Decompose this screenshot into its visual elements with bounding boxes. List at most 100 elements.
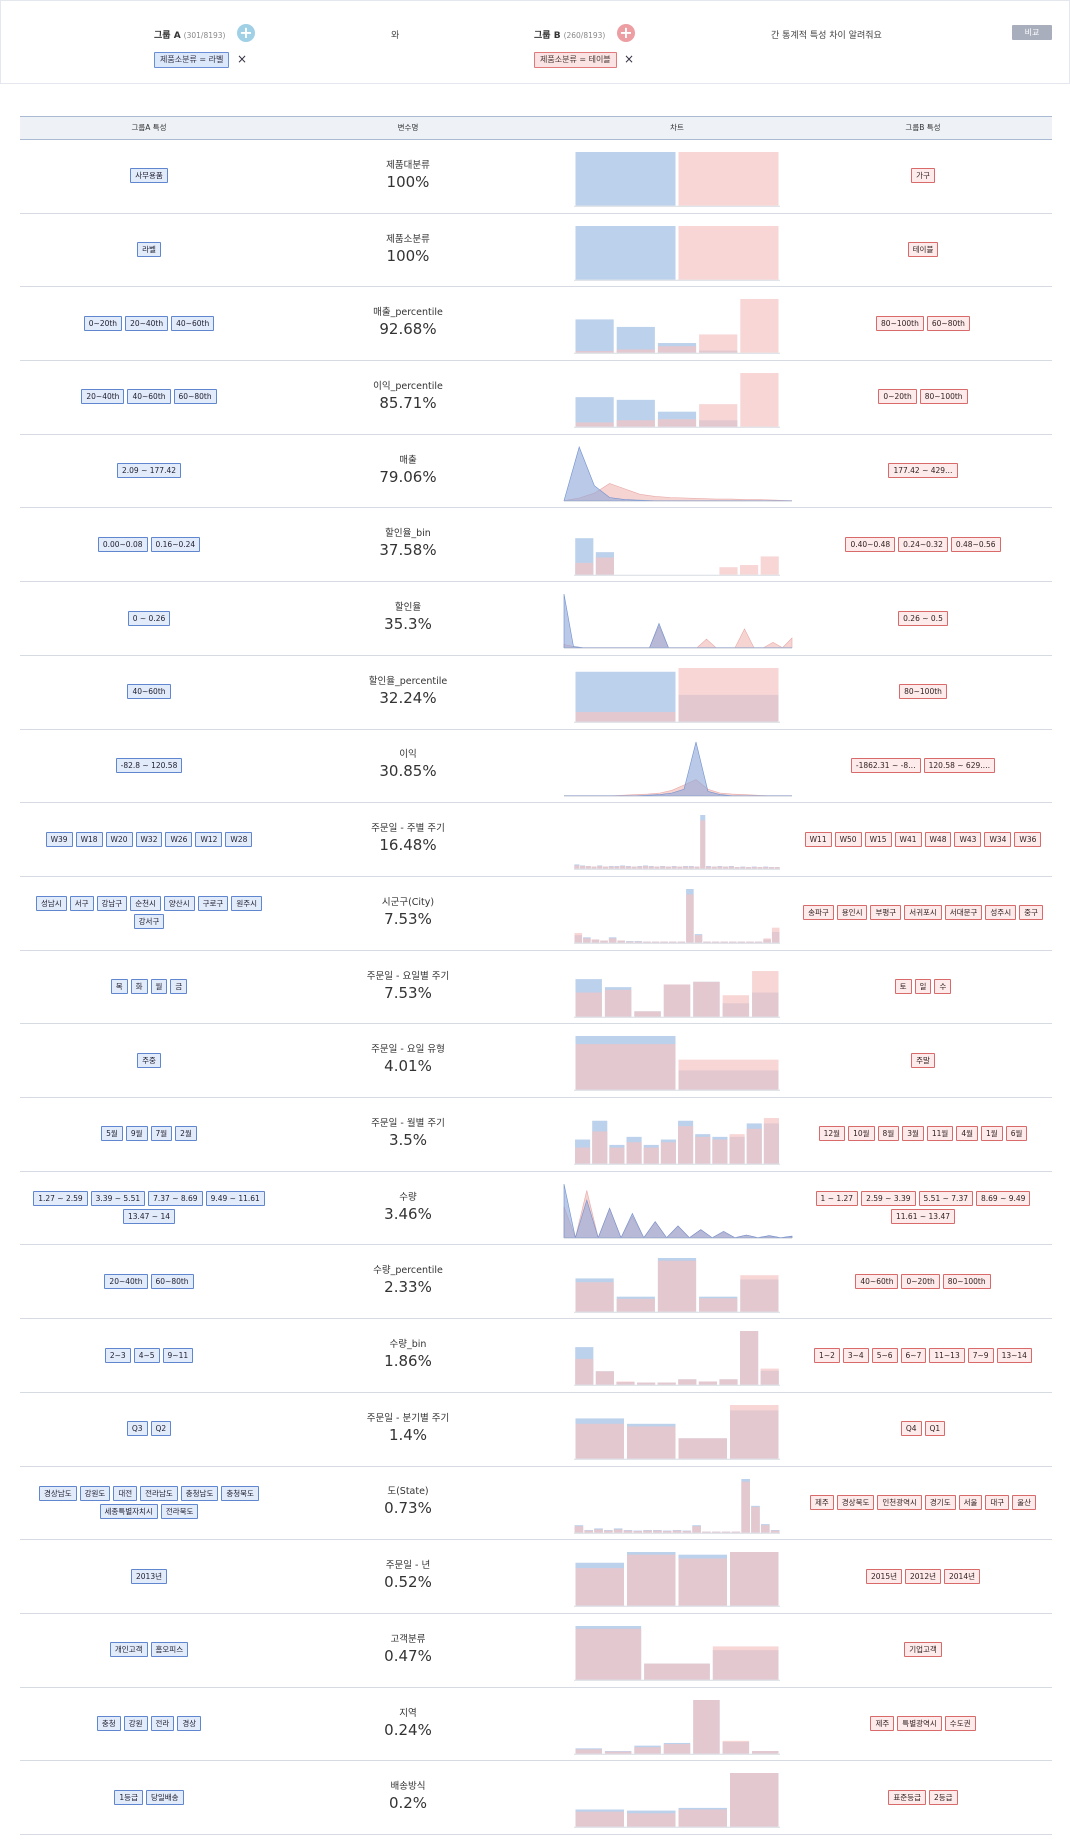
group-b-tag[interactable]: 5.51 ~ 7.37 bbox=[918, 1191, 973, 1207]
group-a-tag[interactable]: 60~80th bbox=[173, 389, 217, 405]
group-b-tag[interactable]: 8.69 ~ 9.49 bbox=[975, 1191, 1031, 1207]
group-a-tag[interactable]: 5월 bbox=[101, 1126, 123, 1142]
group-a-tag[interactable]: 7월 bbox=[150, 1126, 173, 1142]
group-b-tag[interactable]: W36 bbox=[1014, 831, 1042, 847]
group-a-tag[interactable]: 월 bbox=[150, 979, 168, 995]
group-b-tag[interactable]: 80~100th bbox=[899, 684, 947, 700]
group-b-tag[interactable]: W41 bbox=[894, 831, 922, 847]
group-b-tag[interactable]: 6~7 bbox=[900, 1347, 927, 1363]
group-a-tag[interactable]: 20~40th bbox=[125, 315, 169, 331]
group-a-tag[interactable]: 40~60th bbox=[127, 389, 171, 405]
group-b-tag[interactable]: 60~80th bbox=[926, 315, 970, 331]
group-a-tag[interactable]: 금 bbox=[170, 979, 188, 995]
group-b-tag[interactable]: 수도권 bbox=[944, 1716, 976, 1732]
group-b-tag[interactable]: 80~100th bbox=[942, 1273, 991, 1289]
group-a-tag[interactable]: 0 ~ 0.26 bbox=[127, 610, 171, 626]
group-b-tag[interactable]: -1862.31 ~ -8… bbox=[850, 757, 921, 773]
group-a-tag[interactable]: 주중 bbox=[137, 1052, 161, 1068]
close-icon[interactable]: × bbox=[624, 52, 635, 66]
group-a-tag[interactable]: 9~11 bbox=[162, 1347, 194, 1363]
group-a-tag[interactable]: 20~40th bbox=[104, 1273, 148, 1289]
group-b-tag[interactable]: 2015년 bbox=[866, 1568, 902, 1584]
group-b-tag[interactable]: 6월 bbox=[1005, 1126, 1028, 1142]
group-b-tag[interactable]: 경상북도 bbox=[836, 1494, 875, 1510]
group-b-tag[interactable]: 2등급 bbox=[929, 1789, 958, 1805]
group-b-tag[interactable]: W50 bbox=[834, 831, 862, 847]
group-a-tag[interactable]: 2월 bbox=[175, 1126, 197, 1142]
group-a-tag[interactable]: 0.00~0.08 bbox=[97, 536, 148, 552]
group-b-tag[interactable]: 용인시 bbox=[836, 905, 868, 921]
group-b-tag[interactable]: 토 bbox=[894, 979, 912, 995]
group-a-tag[interactable]: 경상남도 bbox=[39, 1485, 77, 1501]
group-b-tag[interactable]: 인천광역시 bbox=[877, 1494, 922, 1510]
group-b-tag[interactable]: W34 bbox=[984, 831, 1012, 847]
group-b-tag[interactable]: 13~14 bbox=[996, 1347, 1032, 1363]
group-a-tag[interactable]: 구로구 bbox=[197, 896, 229, 912]
group-b-tag[interactable]: 주말 bbox=[911, 1052, 935, 1068]
group-b-tag[interactable]: 1~2 bbox=[814, 1347, 840, 1363]
group-b-tag[interactable]: 7~9 bbox=[967, 1347, 994, 1363]
group-a-tag[interactable]: 전라남도 bbox=[140, 1485, 178, 1501]
group-a-tag[interactable]: 라벨 bbox=[137, 242, 161, 258]
group-b-tag[interactable]: 표준등급 bbox=[888, 1789, 927, 1805]
group-a-tag[interactable]: W32 bbox=[135, 831, 163, 847]
group-b-tag[interactable]: 0.26 ~ 0.5 bbox=[898, 610, 948, 626]
group-a-tag[interactable]: Q3 bbox=[126, 1421, 148, 1437]
group-a-tag[interactable]: 7.37 ~ 8.69 bbox=[148, 1191, 203, 1207]
group-a-tag[interactable]: 당일배송 bbox=[145, 1789, 184, 1805]
group-b-tag[interactable]: 3~4 bbox=[842, 1347, 869, 1363]
group-a-tag[interactable]: 3.39 ~ 5.51 bbox=[90, 1191, 146, 1207]
group-b-tag[interactable]: 기업고객 bbox=[904, 1642, 942, 1658]
group-a-tag[interactable]: 강남구 bbox=[96, 896, 128, 912]
add-group-a-button[interactable]: + bbox=[237, 24, 255, 42]
group-a-tag[interactable]: 홈오피스 bbox=[150, 1642, 189, 1658]
group-b-tag[interactable]: 제주 bbox=[870, 1716, 895, 1732]
group-a-tag[interactable]: 60~80th bbox=[150, 1273, 194, 1289]
group-a-tag[interactable]: 충청 bbox=[96, 1716, 121, 1732]
group-a-tag[interactable]: 순천시 bbox=[130, 896, 161, 912]
group-a-tag[interactable]: 성남시 bbox=[35, 896, 67, 912]
group-a-tag[interactable]: 2~3 bbox=[104, 1347, 131, 1363]
group-b-tag[interactable]: 테이블 bbox=[907, 242, 939, 258]
group-a-tag[interactable]: 목 bbox=[110, 979, 128, 995]
group-b-tag[interactable]: 120.58 ~ 629.… bbox=[923, 757, 996, 773]
group-a-tag[interactable]: 9.49 ~ 11.61 bbox=[205, 1191, 265, 1207]
group-a-tag[interactable]: 대전 bbox=[113, 1485, 138, 1501]
group-b-tag[interactable]: 2012년 bbox=[905, 1568, 941, 1584]
group-b-tag[interactable]: W48 bbox=[924, 831, 952, 847]
group-b-tag[interactable]: W43 bbox=[954, 831, 982, 847]
group-a-tag[interactable]: 0~20th bbox=[83, 315, 123, 331]
group-a-tag[interactable]: 40~60th bbox=[171, 315, 215, 331]
group-b-tag[interactable]: Q1 bbox=[924, 1421, 946, 1437]
group-b-tag[interactable]: W15 bbox=[864, 831, 892, 847]
group-a-tag[interactable]: 0.16~0.24 bbox=[150, 536, 201, 552]
group-b-tag[interactable]: 1 ~ 1.27 bbox=[815, 1191, 859, 1207]
group-a-tag[interactable]: 2.09 ~ 177.42 bbox=[117, 463, 181, 479]
group-b-tag[interactable]: 서대문구 bbox=[944, 905, 983, 921]
group-b-tag[interactable]: 가구 bbox=[911, 168, 935, 184]
group-b-tag[interactable]: 성주시 bbox=[985, 905, 1017, 921]
group-a-tag[interactable]: 13.47 ~ 14 bbox=[122, 1209, 176, 1225]
group-b-tag[interactable]: 10월 bbox=[848, 1126, 875, 1142]
group-b-tag[interactable]: 0.24~0.32 bbox=[898, 536, 948, 552]
group-b-tag[interactable]: 12월 bbox=[818, 1126, 846, 1142]
group-a-tag[interactable]: 원주시 bbox=[231, 896, 263, 912]
compare-button[interactable]: 비교 bbox=[1012, 25, 1052, 40]
group-a-tag[interactable]: W20 bbox=[105, 831, 133, 847]
group-b-tag[interactable]: 0~20th bbox=[878, 389, 917, 405]
group-b-tag[interactable]: 11.61 ~ 13.47 bbox=[891, 1209, 955, 1225]
group-a-tag[interactable]: W28 bbox=[225, 831, 253, 847]
group-b-tag[interactable]: 울산 bbox=[1012, 1494, 1037, 1510]
group-a-tag[interactable]: W18 bbox=[75, 831, 103, 847]
group-b-tag[interactable]: 0.48~0.56 bbox=[950, 536, 1001, 552]
group-a-tag[interactable]: 개인고객 bbox=[109, 1642, 148, 1658]
group-a-tag[interactable]: 전라북도 bbox=[160, 1503, 199, 1519]
group-b-tag[interactable]: 4월 bbox=[956, 1126, 979, 1142]
filter-chip-a[interactable]: 제품소분류 = 라벨 bbox=[154, 52, 230, 68]
group-a-tag[interactable]: 1.27 ~ 2.59 bbox=[33, 1191, 88, 1207]
group-a-tag[interactable]: 충청북도 bbox=[221, 1485, 259, 1501]
group-b-tag[interactable]: 5~6 bbox=[871, 1347, 898, 1363]
group-b-tag[interactable]: 서울 bbox=[958, 1494, 983, 1510]
group-b-tag[interactable]: 177.42 ~ 429… bbox=[888, 463, 958, 479]
group-b-tag[interactable]: 0~20th bbox=[901, 1273, 940, 1289]
